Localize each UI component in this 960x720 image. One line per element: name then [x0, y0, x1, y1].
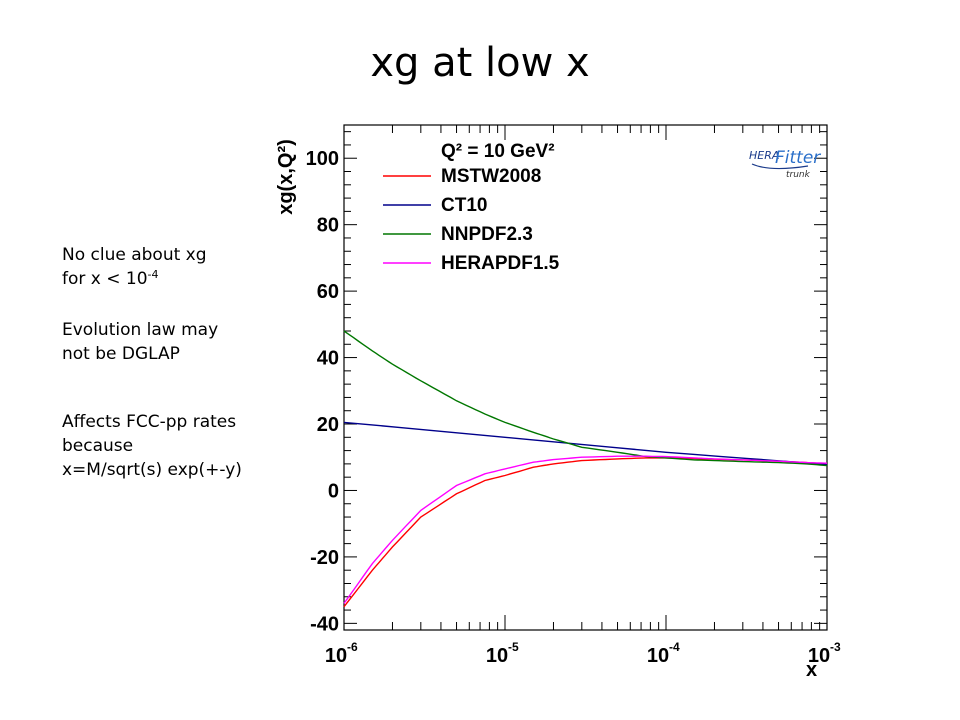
curve-mstw2008 — [343, 457, 828, 608]
plot-frame — [343, 124, 828, 631]
note-fcc-line3: x=M/sqrt(s) exp(+-y) — [62, 460, 242, 480]
y-tick-label: 20 — [317, 414, 339, 436]
x-tick-labels: 10 -6 10 -5 10 -4 10 -3 — [325, 640, 841, 667]
x-tick-label-exponent: -5 — [508, 640, 519, 654]
x-tick-label-base: 10 — [325, 645, 347, 667]
note-evolution-line1: Evolution law may — [62, 320, 219, 340]
note-fcc-line2: because — [62, 436, 134, 456]
y-tick-label: 0 — [328, 480, 339, 502]
x-axis-title: x — [806, 659, 817, 681]
note-no-clue-line2: for x < 10-4 — [62, 267, 207, 291]
curve-herapdf1-5 — [343, 455, 828, 604]
legend-label: NNPDF2.3 — [441, 224, 533, 245]
logo-hera: HERA — [749, 149, 779, 162]
x-tick-label-base: 10 — [808, 645, 830, 667]
x-tick-label-exponent: -4 — [669, 640, 680, 654]
x-tick-label: 10 -4 — [647, 640, 680, 667]
axis-ticks — [343, 125, 828, 630]
note-no-clue-exponent: -4 — [147, 268, 159, 281]
x-tick-label-base: 10 — [647, 645, 669, 667]
note-evolution: Evolution law may not be DGLAP — [62, 318, 218, 366]
legend: Q² = 10 GeV² MSTW2008 CT10 NNPDF2.3 HERAPDF1… — [383, 141, 560, 274]
herafitter-logo: HERA Fitter trunk — [749, 148, 821, 180]
note-fcc: Affects FCC-pp rates because x=M/sqrt(s)… — [62, 410, 242, 482]
legend-label: HERAPDF1.5 — [441, 253, 560, 274]
x-tick-label: 10 -3 — [808, 640, 841, 667]
x-tick-label: 10 -6 — [325, 640, 358, 667]
y-tick-labels: -40 -20 0 20 40 60 80 100 — [306, 148, 339, 635]
curves — [343, 330, 828, 608]
note-no-clue-line1: No clue about xg — [62, 245, 207, 265]
y-tick-label: 100 — [306, 148, 339, 170]
legend-header: Q² = 10 GeV² — [441, 141, 555, 162]
logo-fitter: Fitter — [775, 148, 821, 168]
logo-trunk: trunk — [786, 170, 811, 180]
note-evolution-line2: not be DGLAP — [62, 344, 180, 364]
x-tick-label-base: 10 — [486, 645, 508, 667]
x-tick-label-exponent: -6 — [347, 640, 358, 654]
legend-label: MSTW2008 — [441, 166, 541, 187]
logo-swoosh — [751, 163, 809, 170]
legend-label: CT10 — [441, 195, 487, 216]
y-tick-label: 80 — [317, 215, 339, 237]
y-tick-label: 60 — [317, 281, 339, 303]
slide-title: xg at low x — [370, 40, 590, 86]
note-no-clue-line2-text: for x < 10 — [62, 269, 148, 289]
y-tick-label: -40 — [310, 613, 339, 635]
note-no-clue: No clue about xg for x < 10-4 — [62, 243, 207, 291]
curve-ct10 — [343, 421, 828, 466]
x-tick-label: 10 -5 — [486, 640, 519, 667]
y-axis-title: xg(x,Q²) — [275, 139, 297, 215]
x-tick-label-exponent: -3 — [830, 640, 841, 654]
curve-nnpdf2-3 — [343, 330, 828, 467]
y-tick-label: 40 — [317, 348, 339, 370]
note-fcc-line1: Affects FCC-pp rates — [62, 412, 237, 432]
y-tick-label: -20 — [310, 547, 339, 569]
